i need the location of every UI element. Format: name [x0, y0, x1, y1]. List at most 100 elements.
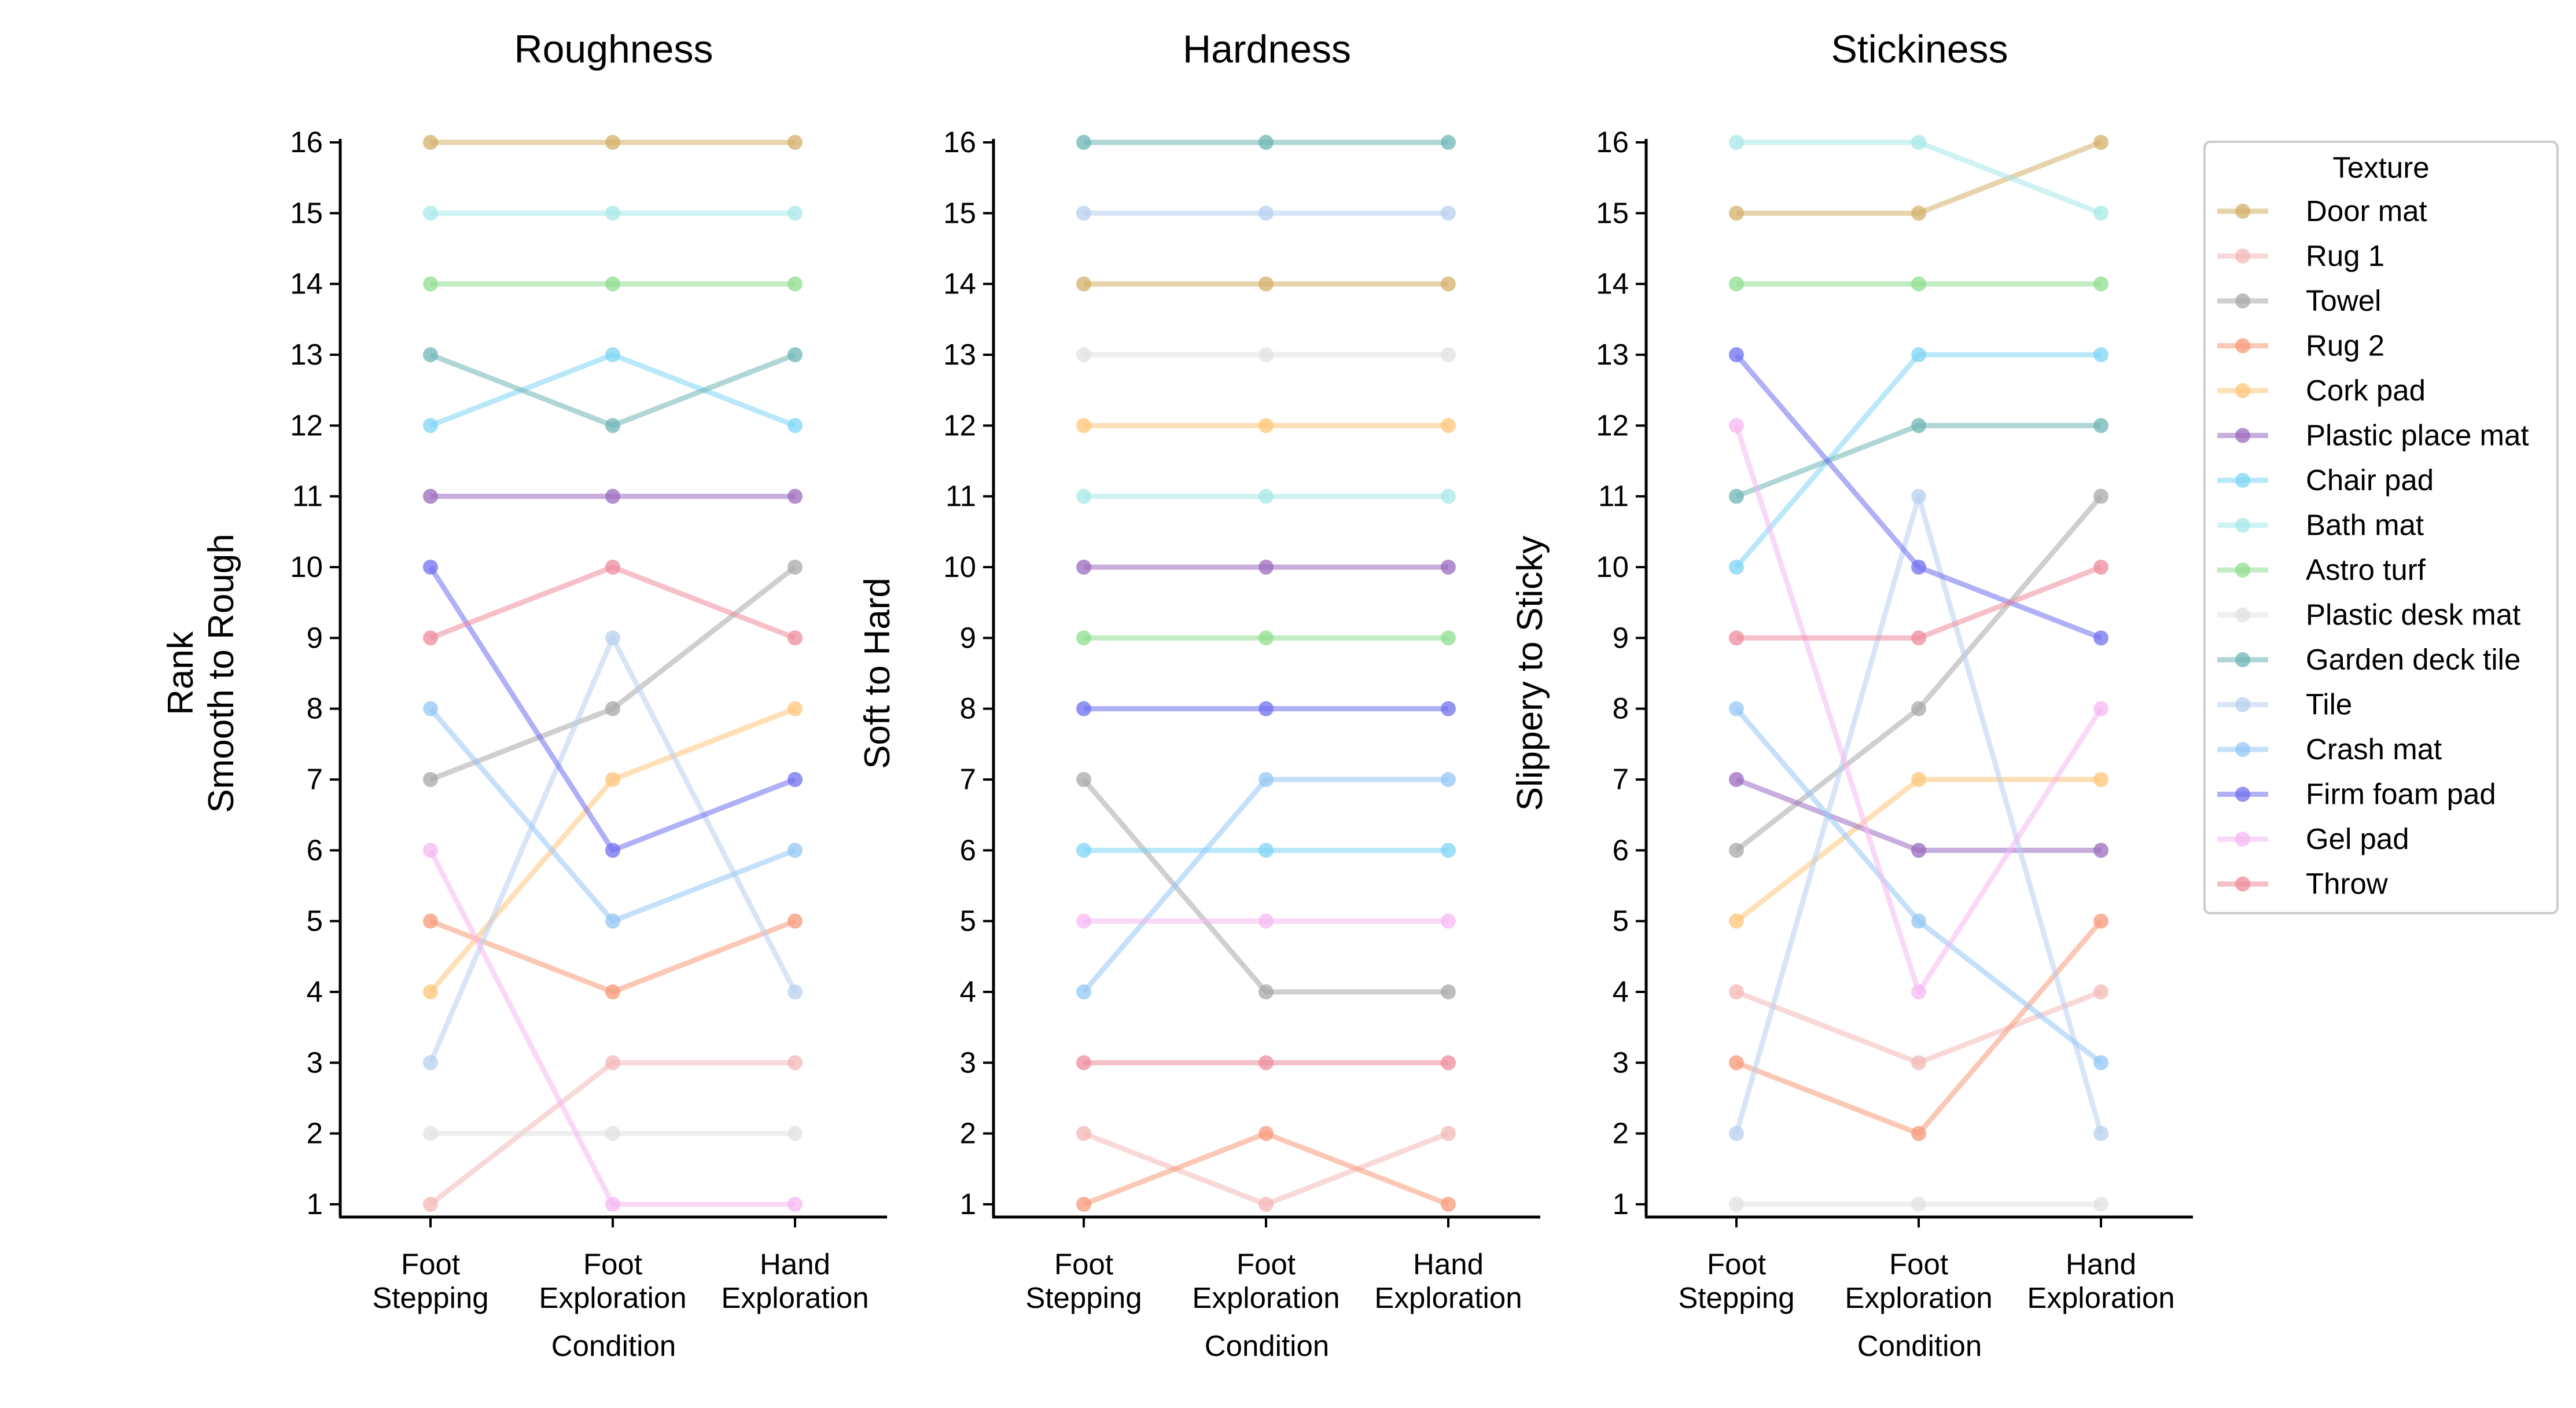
legend-swatch-marker-firm-foam-pad	[2235, 786, 2250, 802]
data-point-gel-pad	[1258, 913, 1274, 929]
data-point-bath-mat	[2093, 205, 2108, 221]
legend-swatch-marker-astro-turf	[2235, 563, 2250, 578]
data-point-astro-turf	[1258, 630, 1274, 646]
y-tick-label: 13	[943, 338, 976, 371]
series-line-towel	[1081, 778, 1448, 995]
x-tick-label-line: Stepping	[1025, 1281, 1142, 1314]
data-point-towel	[1729, 843, 1744, 858]
data-point-crash-mat	[605, 913, 620, 929]
series-line-gel-pad	[428, 849, 795, 1207]
x-tick-label: Foot Exploration	[539, 1248, 686, 1314]
data-point-astro-turf	[1076, 630, 1091, 646]
y-tick-label: 15	[943, 196, 976, 229]
legend-label: Garden deck tile	[2306, 643, 2520, 676]
y-tick-label: 2	[307, 1117, 323, 1150]
data-point-plastic-desk-mat	[1076, 347, 1091, 362]
legend-swatch-marker-plastic-place-mat	[2235, 428, 2250, 443]
data-point-garden-deck-tile	[1076, 135, 1091, 150]
y-tick-label: 11	[945, 480, 976, 513]
data-point-astro-turf	[605, 276, 620, 292]
data-point-door-mat	[1441, 276, 1456, 292]
data-point-gel-pad	[605, 1197, 620, 1212]
data-point-tile	[2093, 1126, 2108, 1141]
y-axis-label: RankSmooth to Rough	[161, 534, 241, 813]
data-point-chair-pad	[1258, 843, 1274, 858]
data-point-door-mat	[787, 135, 803, 150]
data-point-rug-2	[1258, 1126, 1274, 1141]
panel-title: Roughness	[514, 27, 713, 71]
data-point-throw	[1258, 1055, 1274, 1071]
data-point-door-mat	[1729, 205, 1744, 221]
series-line-rug-2	[1735, 919, 2103, 1137]
data-point-tile	[1729, 1126, 1744, 1141]
series-line-rug-1	[1735, 989, 2102, 1065]
data-point-throw	[423, 630, 438, 646]
data-point-astro-turf	[423, 276, 438, 292]
x-tick-label-line: Hand	[760, 1248, 830, 1281]
x-tick-label: Foot Exploration	[1192, 1248, 1339, 1314]
y-tick-label: 8	[1613, 692, 1629, 725]
legend: Texture Door mat Rug 1 Towel Rug 2 Cork pad Pl…	[2203, 141, 2559, 914]
y-tick-label: 3	[960, 1046, 976, 1079]
series-line-garden-deck-tile	[429, 352, 796, 428]
legend-label: Plastic place mat	[2306, 419, 2529, 452]
legend-label: Crash mat	[2306, 733, 2442, 766]
legend-swatch-marker-bath-mat	[2235, 517, 2250, 533]
data-point-throw	[2093, 560, 2108, 575]
y-tick-label: 1	[1613, 1188, 1629, 1220]
data-point-garden-deck-tile	[1729, 488, 1744, 504]
data-point-cork-pad	[423, 984, 438, 999]
data-point-garden-deck-tile	[1441, 135, 1456, 150]
legend-swatch-marker-rug-2	[2235, 338, 2250, 354]
x-tick-label: Hand Exploration	[721, 1248, 869, 1314]
data-point-bath-mat	[1911, 135, 1926, 150]
data-point-cork-pad	[1441, 418, 1456, 433]
y-tick-label: 4	[960, 975, 976, 1008]
y-axis-label-line: Slippery to Sticky	[1510, 536, 1550, 811]
x-tick-label: Hand Exploration	[2027, 1248, 2174, 1314]
x-tick-label-line: Hand	[1413, 1248, 1484, 1281]
legend-swatch-marker-throw	[2235, 876, 2250, 892]
data-point-firm-foam-pad	[605, 843, 620, 858]
y-tick-label: 10	[1596, 550, 1629, 583]
x-axis-label: Condition	[1857, 1329, 1982, 1362]
data-point-rug-2	[787, 913, 803, 929]
y-tick-label: 6	[307, 833, 323, 866]
legend-swatch-marker-chair-pad	[2235, 473, 2250, 488]
data-point-door-mat	[1258, 276, 1274, 292]
data-point-plastic-place-mat	[787, 488, 803, 504]
data-point-crash-mat	[1911, 913, 1926, 929]
data-point-astro-turf	[1729, 276, 1744, 292]
y-tick-label: 16	[290, 126, 323, 159]
x-tick-label-line: Hand	[2066, 1248, 2136, 1281]
data-point-throw	[1911, 630, 1926, 646]
series-line-crash-mat	[1081, 777, 1448, 994]
y-tick-label: 4	[1613, 975, 1629, 1008]
y-tick-label: 12	[290, 409, 323, 442]
data-point-throw	[1729, 630, 1744, 646]
data-point-plastic-desk-mat	[1911, 1197, 1926, 1212]
data-point-chair-pad	[1076, 843, 1091, 858]
y-tick-label: 7	[307, 763, 323, 796]
y-tick-label: 5	[1613, 905, 1629, 938]
data-point-plastic-place-mat	[1911, 843, 1926, 858]
data-point-throw	[1441, 1055, 1456, 1071]
x-tick-label-line: Foot	[583, 1248, 642, 1281]
data-point-plastic-place-mat	[605, 488, 620, 504]
legend-swatch-marker-cork-pad	[2235, 383, 2250, 398]
y-tick-label: 16	[943, 126, 976, 159]
y-tick-label: 12	[943, 409, 976, 442]
data-point-firm-foam-pad	[1729, 347, 1744, 362]
data-point-rug-2	[423, 913, 438, 929]
data-point-cork-pad	[1258, 418, 1274, 433]
legend-swatch-marker-towel	[2235, 293, 2250, 308]
data-point-bath-mat	[1258, 488, 1274, 504]
data-point-rug-2	[1911, 1126, 1926, 1141]
data-point-bath-mat	[1729, 135, 1744, 150]
x-tick-label-line: Exploration	[1845, 1281, 1992, 1314]
data-point-chair-pad	[605, 347, 620, 362]
legend-label: Bath mat	[2306, 509, 2424, 542]
data-point-firm-foam-pad	[787, 772, 803, 787]
